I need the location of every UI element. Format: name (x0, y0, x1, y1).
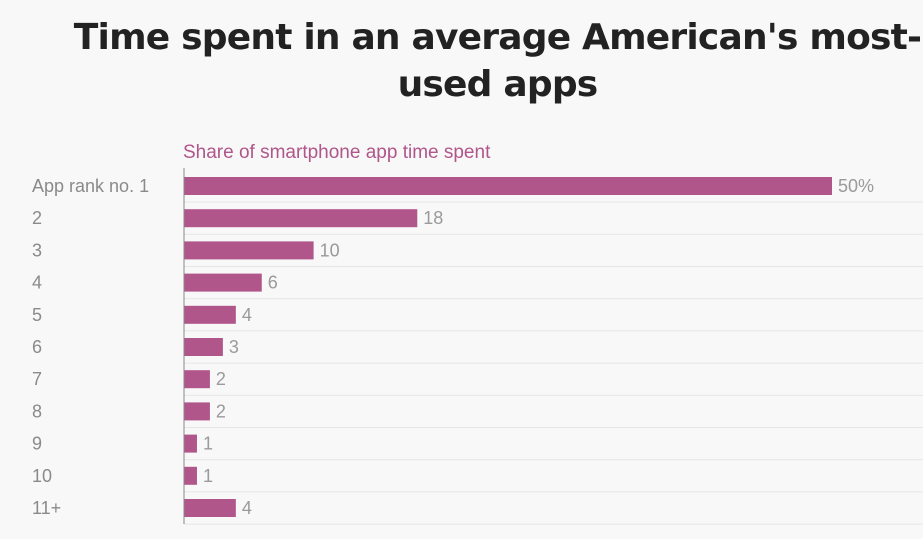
chart-subtitle: Share of smartphone app time spent (183, 142, 491, 163)
category-label: 7 (32, 369, 42, 389)
category-label: 3 (32, 240, 42, 260)
data-label: 2 (216, 401, 226, 421)
chart-title: Time spent in an average American's most… (0, 14, 923, 108)
data-label: 4 (242, 498, 252, 518)
data-label: 50% (838, 176, 874, 196)
bar (184, 273, 262, 292)
category-label: 5 (32, 305, 42, 325)
bar (184, 466, 197, 485)
category-label: 11+ (32, 498, 61, 518)
bar (184, 402, 210, 421)
data-label: 18 (423, 208, 443, 228)
category-label: 8 (32, 401, 42, 421)
data-label: 3 (229, 337, 239, 357)
category-label: 9 (32, 434, 42, 454)
category-label: 6 (32, 337, 42, 357)
data-label: 2 (216, 369, 226, 389)
bar (184, 209, 418, 228)
bar (184, 370, 210, 389)
chart-title-line-1: Time spent in an average American's most… (73, 17, 922, 58)
data-label: 6 (268, 273, 278, 293)
bar (184, 241, 314, 260)
category-label: 4 (32, 273, 42, 293)
bar (184, 305, 236, 324)
chart-title-line-2: used apps (397, 64, 599, 105)
data-label: 1 (203, 434, 213, 454)
bar (184, 177, 832, 195)
category-label: 2 (32, 208, 42, 228)
category-label: 10 (32, 466, 52, 486)
data-label: 1 (203, 466, 213, 486)
data-label: 10 (320, 240, 340, 260)
bar (184, 499, 236, 517)
bar (184, 338, 223, 356)
category-label: App rank no. 1 (32, 176, 149, 196)
bar (184, 434, 197, 453)
data-label: 4 (242, 305, 252, 325)
